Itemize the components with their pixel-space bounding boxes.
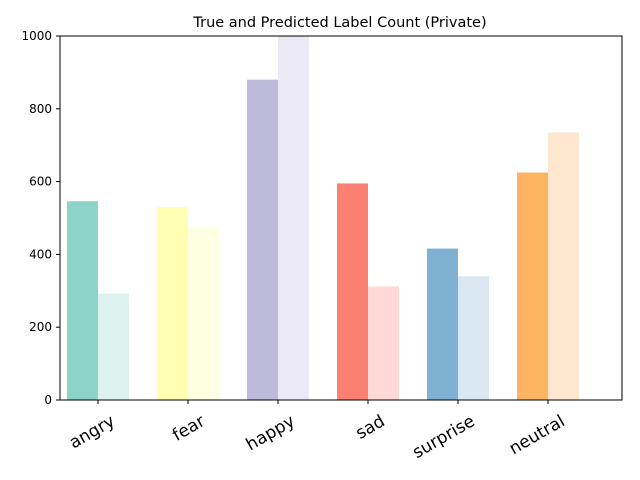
y-tick-label-0: 0	[44, 393, 52, 407]
bar-angry-series-1	[67, 201, 98, 400]
bar-happy-series-1	[247, 79, 278, 401]
y-tick-label-1000: 1000	[21, 29, 52, 43]
x-tick-label-fear: fear	[169, 411, 208, 445]
x-tick-label-surprise: surprise	[409, 411, 478, 463]
bar-neutral-series-1	[517, 172, 548, 400]
bar-surprise-series-2	[458, 276, 489, 400]
bar-sad-series-2	[368, 286, 399, 400]
bar-fear-series-2	[188, 227, 219, 400]
plot-frame	[59, 35, 623, 401]
y-tick-label-200: 200	[29, 320, 52, 334]
bar-neutral-series-2	[548, 132, 579, 400]
bar-fear-series-1	[157, 207, 188, 400]
x-tick-label-neutral: neutral	[506, 411, 569, 459]
y-axis: 0 200 400 600 800 1000	[21, 29, 60, 407]
y-tick-label-600: 600	[29, 175, 52, 189]
bars-group	[67, 36, 579, 401]
y-tick-label-800: 800	[29, 102, 52, 116]
bar-happy-series-2	[278, 36, 309, 400]
y-tick-label-400: 400	[29, 247, 52, 261]
bar-angry-series-2	[98, 293, 129, 400]
x-axis: angry fear happy sad surprise neutral	[66, 400, 569, 463]
bar-surprise-series-1	[427, 248, 458, 400]
x-tick-label-angry: angry	[66, 411, 118, 453]
x-tick-label-sad: sad	[352, 411, 388, 443]
x-tick-label-happy: happy	[243, 411, 299, 455]
bar-sad-series-1	[337, 183, 368, 400]
chart-title: True and Predicted Label Count (Private)	[192, 15, 486, 31]
